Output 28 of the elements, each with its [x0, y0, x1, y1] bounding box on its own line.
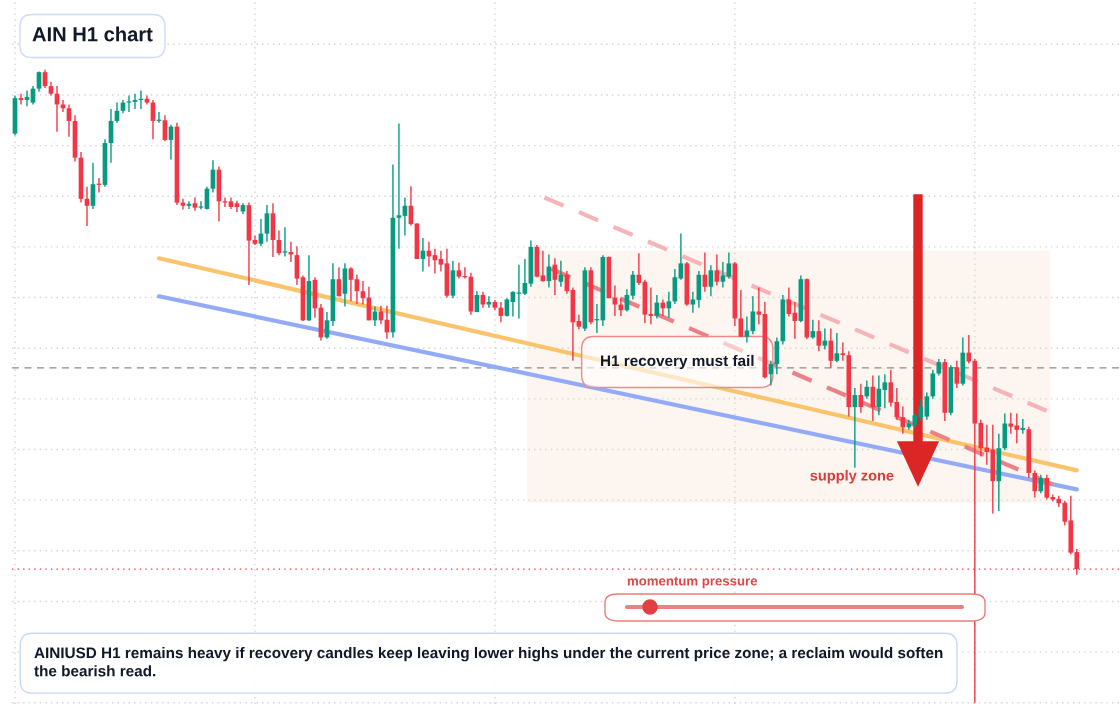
chart-title: AIN H1 chart [32, 26, 153, 42]
candlestick [690, 291, 696, 314]
candlestick [222, 196, 228, 208]
annotation: AINIUSD H1 remains heavy if recovery candles keep leaving lower highs under the current price zone; a reclaim would soften the bearish read. [34, 647, 943, 677]
candlestick [288, 241, 294, 263]
candlestick [1032, 469, 1038, 499]
candlestick [198, 200, 204, 211]
candlestick [966, 334, 972, 365]
candlestick [396, 122, 402, 250]
candlestick [756, 286, 762, 325]
candlestick [126, 94, 132, 113]
candlestick [714, 253, 720, 287]
candlestick [1038, 474, 1044, 494]
candlestick [486, 295, 492, 309]
band-label: supply zone [810, 469, 894, 484]
candlestick [678, 232, 684, 281]
candlestick [930, 369, 936, 400]
candlestick [1020, 418, 1026, 435]
candlestick [744, 315, 750, 344]
annotation: H1 recovery must fail [601, 354, 754, 370]
candlestick [726, 251, 732, 280]
candlestick [720, 261, 726, 289]
annotation: momentum pressure [627, 576, 758, 589]
candlestick [348, 266, 354, 303]
candlestick [282, 226, 288, 258]
candlestick [516, 263, 522, 320]
candlestick [954, 360, 960, 389]
candlestick [900, 405, 906, 435]
